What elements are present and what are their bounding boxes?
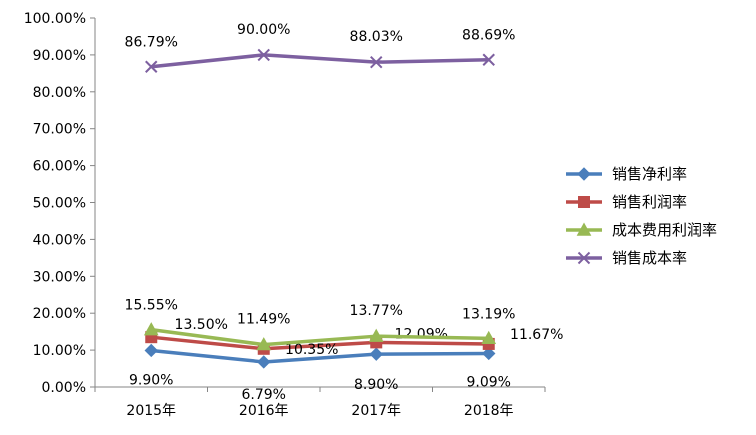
legend-item-3-marker [576, 222, 592, 236]
legend-item-4-label: 销售成本率 [612, 249, 687, 267]
series-4-data-label: 88.03% [350, 29, 403, 45]
y-tick-label: 20.00% [33, 306, 86, 322]
series-3-data-label: 13.77% [350, 303, 403, 319]
series-1-data-label: 8.90% [354, 377, 398, 393]
series-1-line [151, 348, 489, 364]
series-4-point [482, 53, 495, 66]
series-4-point-stroke [482, 53, 495, 66]
legend-item-3: 成本费用利润率 [566, 221, 717, 239]
y-tick-label: 10.00% [33, 343, 86, 359]
series-1-point [257, 355, 271, 369]
series-4-point [370, 55, 383, 69]
series-4-line [151, 53, 489, 69]
legend-item-1: 销售净利率 [566, 165, 687, 183]
series-4-data-label: 86.79% [125, 35, 178, 51]
legend-item-4-marker-stroke [577, 251, 591, 265]
series-2-data-label: 11.67% [510, 327, 563, 343]
series-3-point [256, 337, 272, 351]
legend-item-2-marker [578, 196, 590, 208]
x-tick-label: 2018年 [464, 403, 514, 419]
y-tick-label: 50.00% [33, 196, 86, 212]
series-4-data-label: 88.69% [462, 28, 515, 44]
legend-item-4-marker [577, 251, 591, 265]
series-1-point [369, 347, 383, 361]
series-4-point-stroke [145, 60, 158, 73]
x-tick-label: 2015年 [126, 403, 176, 419]
series-3-data-label: 11.49% [237, 312, 290, 328]
series-1-data-label: 6.79% [242, 387, 286, 403]
series-4-point [257, 48, 270, 62]
series-1-point [144, 343, 158, 358]
legend-item-2: 销售利润率 [566, 193, 687, 211]
series-4-data-label: 90.00% [237, 22, 290, 38]
x-tick-label: 2016年 [239, 403, 289, 419]
series-4-point-stroke [257, 48, 270, 62]
y-tick-label: 40.00% [33, 232, 86, 248]
series-2-data-label: 12.09% [395, 326, 448, 342]
y-tick-label: 80.00% [33, 85, 86, 101]
legend-item-4: 销售成本率 [566, 249, 687, 267]
series-1-point [482, 346, 496, 361]
series-4-point [145, 60, 158, 73]
y-tick-label: 70.00% [33, 122, 86, 138]
y-tick-label: 30.00% [33, 269, 86, 285]
x-tick-label: 2017年 [351, 403, 401, 419]
series-1-data-label: 9.90% [129, 372, 173, 388]
y-tick-label: 0.00% [42, 380, 86, 396]
series-3-point [481, 330, 497, 345]
series-3-line [151, 327, 489, 347]
series-4-point-stroke [370, 55, 383, 69]
legend-item-2-label: 销售利润率 [612, 193, 687, 211]
series-3-data-label: 15.55% [125, 298, 178, 314]
legend-item-3-label: 成本费用利润率 [612, 221, 717, 239]
series-3-point [368, 328, 384, 342]
series-2-data-label: 13.50% [175, 317, 228, 333]
series-3-point [143, 322, 159, 336]
y-tick-label: 100.00% [24, 11, 86, 27]
y-tick-label: 90.00% [33, 48, 86, 64]
series-3-data-label: 13.19% [462, 306, 515, 322]
legend-item-1-marker [577, 167, 591, 181]
y-tick-label: 60.00% [33, 159, 86, 175]
legend-item-1-label: 销售净利率 [612, 165, 687, 183]
series-2-data-label: 10.35% [285, 342, 338, 358]
series-2-line [151, 335, 489, 351]
series-1-data-label: 9.09% [467, 374, 511, 390]
